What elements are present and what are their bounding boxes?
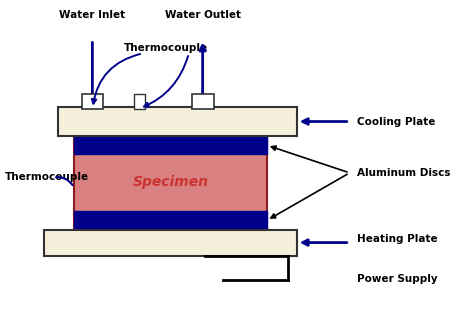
Bar bbox=[44, 230, 297, 256]
Text: Specimen: Specimen bbox=[132, 175, 209, 189]
Text: Heating Plate: Heating Plate bbox=[356, 234, 437, 244]
Text: Power Supply: Power Supply bbox=[356, 274, 437, 284]
Bar bbox=[74, 136, 267, 154]
Text: Aluminum Discs: Aluminum Discs bbox=[356, 168, 450, 178]
Text: Thermocouple: Thermocouple bbox=[5, 173, 89, 183]
Bar bbox=[74, 136, 267, 230]
Text: Water Inlet: Water Inlet bbox=[59, 10, 126, 20]
Text: Water Outlet: Water Outlet bbox=[164, 10, 241, 20]
Bar bbox=[82, 94, 103, 109]
Bar bbox=[192, 94, 214, 109]
Text: Thermocouple: Thermocouple bbox=[124, 43, 208, 53]
Bar bbox=[134, 94, 145, 109]
Text: Cooling Plate: Cooling Plate bbox=[356, 117, 435, 127]
Bar bbox=[74, 211, 267, 230]
Bar bbox=[58, 107, 297, 136]
